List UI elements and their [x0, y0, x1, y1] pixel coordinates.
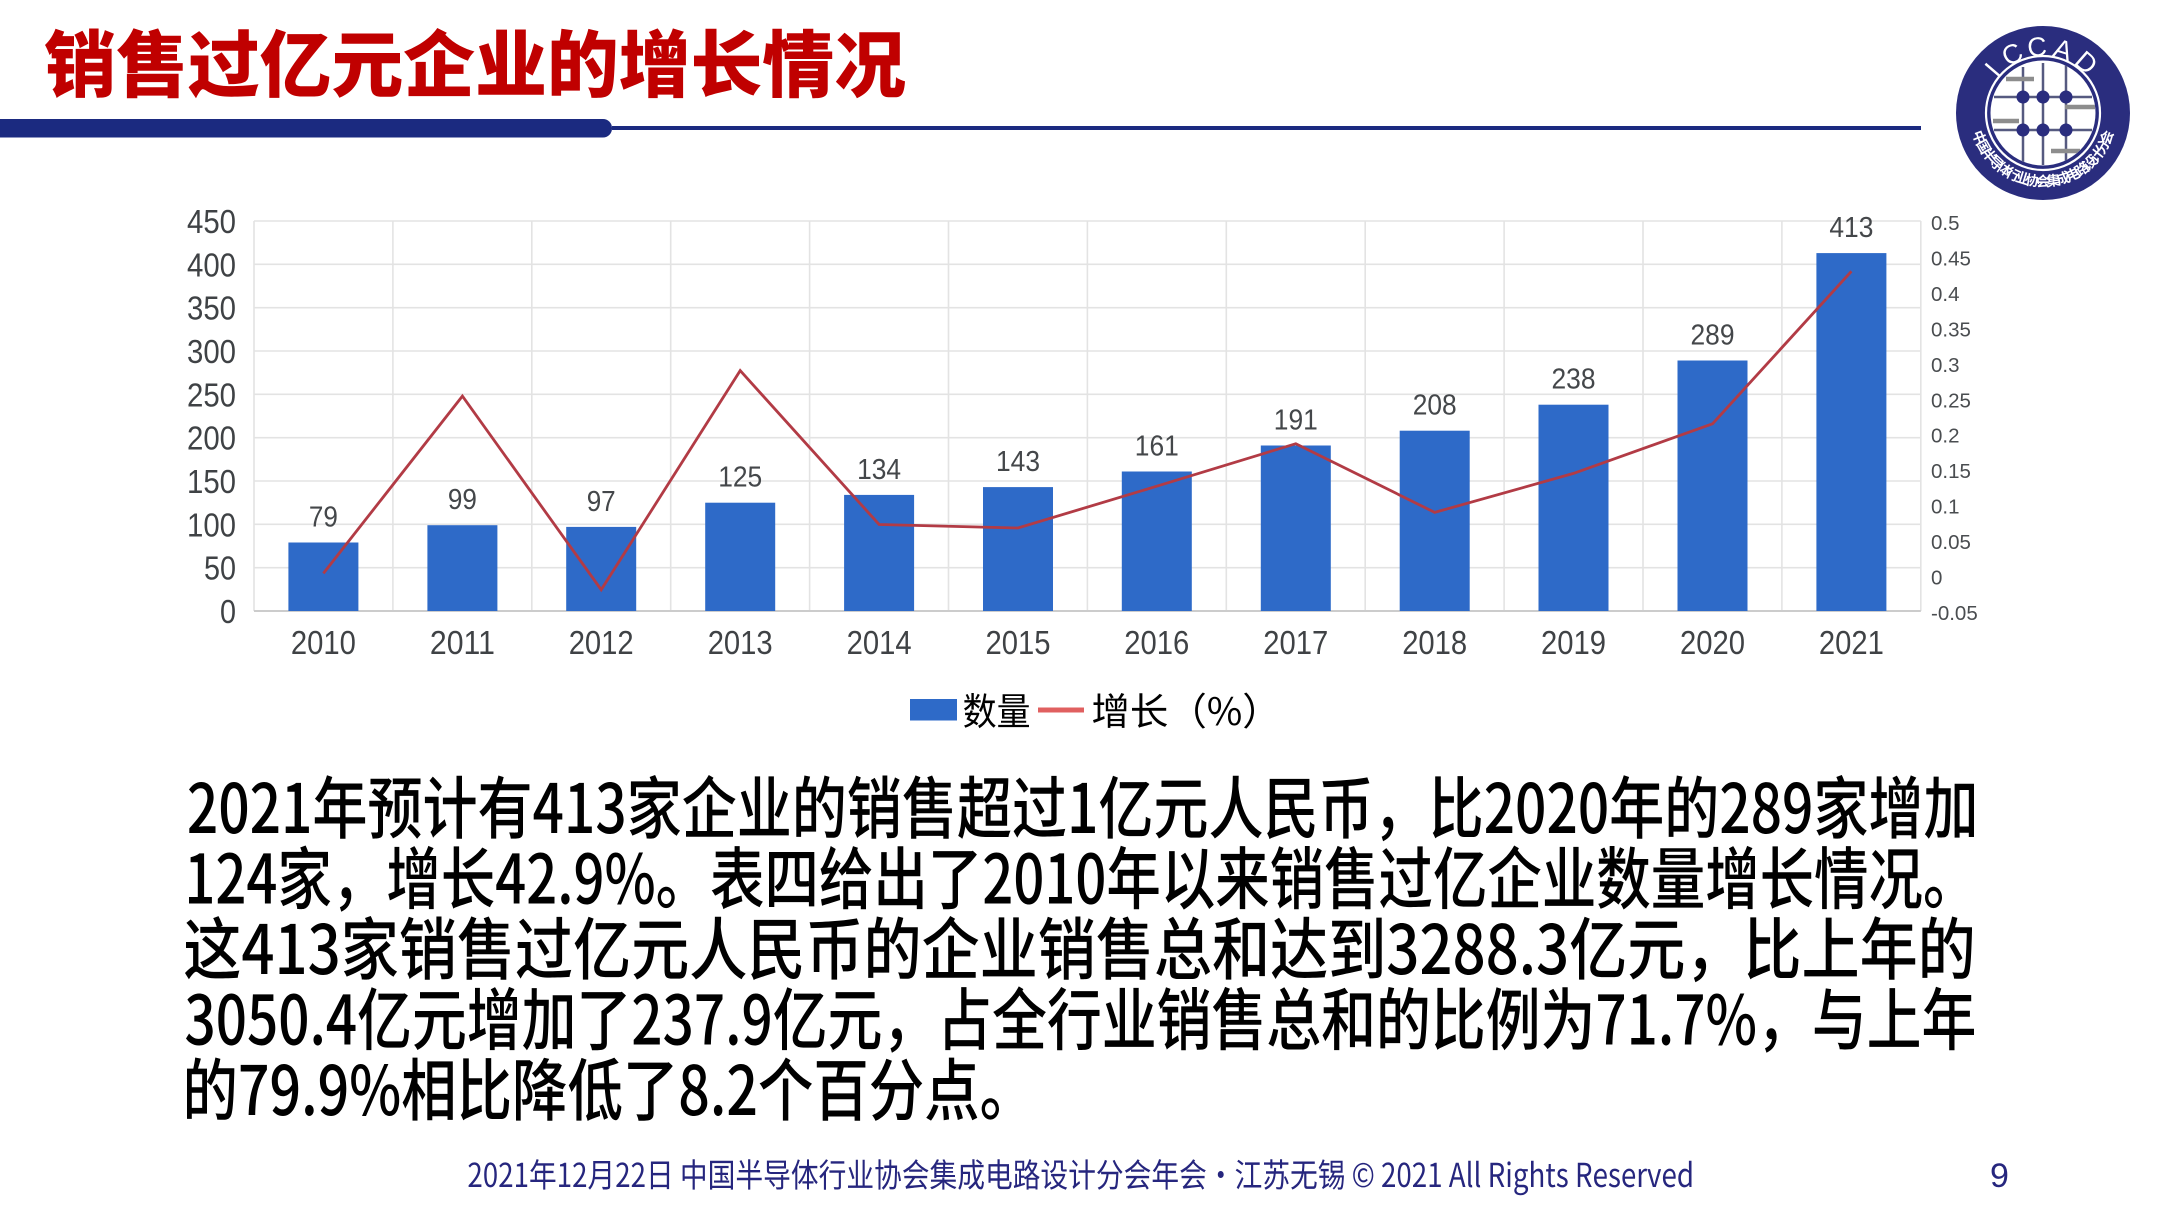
svg-text:150: 150	[187, 463, 236, 500]
svg-text:2017: 2017	[1263, 624, 1328, 661]
svg-text:0.2: 0.2	[1931, 425, 1960, 448]
svg-text:400: 400	[187, 246, 236, 283]
svg-text:134: 134	[857, 454, 901, 486]
svg-text:99: 99	[448, 484, 477, 516]
svg-text:0.3: 0.3	[1931, 354, 1960, 377]
svg-text:0.5: 0.5	[1931, 212, 1960, 235]
svg-text:0.05: 0.05	[1931, 531, 1971, 554]
svg-text:2012: 2012	[569, 624, 634, 661]
svg-text:300: 300	[187, 333, 236, 370]
svg-text:450: 450	[187, 203, 236, 240]
svg-text:191: 191	[1274, 405, 1318, 437]
svg-text:350: 350	[187, 290, 236, 327]
svg-text:200: 200	[187, 420, 236, 457]
svg-text:2010: 2010	[291, 624, 356, 661]
svg-text:50: 50	[204, 550, 236, 587]
svg-text:125: 125	[718, 462, 762, 494]
svg-text:2018: 2018	[1402, 624, 1467, 661]
svg-text:2014: 2014	[847, 624, 912, 661]
svg-text:2019: 2019	[1541, 624, 1606, 661]
svg-text:97: 97	[587, 486, 616, 518]
svg-text:2021: 2021	[1819, 624, 1884, 661]
svg-text:-0.05: -0.05	[1931, 602, 1978, 625]
svg-text:0.25: 0.25	[1931, 389, 1971, 412]
svg-text:0: 0	[1931, 567, 1942, 590]
svg-text:238: 238	[1552, 364, 1596, 396]
svg-text:0.45: 0.45	[1931, 248, 1971, 271]
svg-text:2020: 2020	[1680, 624, 1745, 661]
svg-text:9: 9	[1990, 1157, 2009, 1195]
svg-text:143: 143	[996, 446, 1040, 478]
svg-text:208: 208	[1413, 390, 1457, 422]
svg-text:2015: 2015	[986, 624, 1051, 661]
svg-text:2016: 2016	[1124, 624, 1189, 661]
svg-text:2013: 2013	[708, 624, 773, 661]
svg-text:161: 161	[1135, 431, 1179, 463]
svg-text:0.1: 0.1	[1931, 496, 1960, 519]
svg-text:79: 79	[309, 502, 338, 534]
svg-text:0.15: 0.15	[1931, 460, 1971, 483]
svg-text:250: 250	[187, 376, 236, 413]
svg-text:0: 0	[220, 593, 236, 630]
svg-text:413: 413	[1829, 212, 1873, 244]
svg-text:0.4: 0.4	[1931, 283, 1960, 306]
svg-text:2011: 2011	[430, 624, 495, 661]
svg-text:289: 289	[1691, 320, 1735, 352]
svg-text:100: 100	[187, 506, 236, 543]
svg-text:0.35: 0.35	[1931, 318, 1971, 341]
